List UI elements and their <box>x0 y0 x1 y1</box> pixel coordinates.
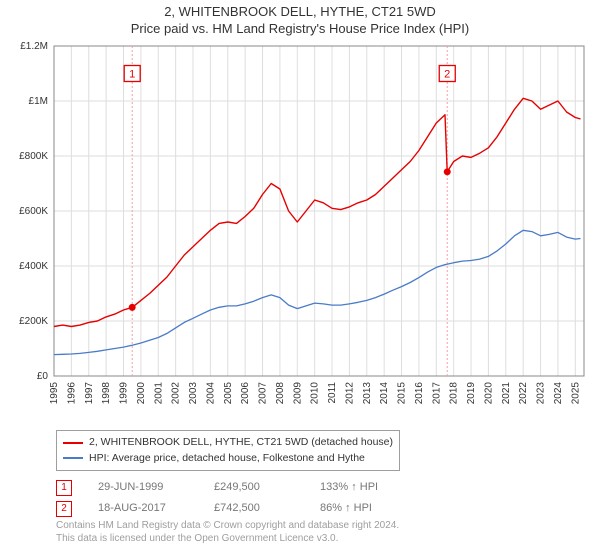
legend-label-hpi: HPI: Average price, detached house, Folk… <box>89 451 365 467</box>
svg-text:1996: 1996 <box>66 381 77 404</box>
svg-text:2021: 2021 <box>501 381 512 404</box>
svg-text:2002: 2002 <box>171 381 182 404</box>
svg-text:2011: 2011 <box>327 381 338 403</box>
svg-text:2020: 2020 <box>483 381 494 404</box>
svg-text:£200K: £200K <box>19 316 48 327</box>
sale-price-1: £249,500 <box>214 477 294 498</box>
sale-date-1: 29-JUN-1999 <box>98 477 188 498</box>
svg-text:1: 1 <box>129 68 135 80</box>
svg-text:2007: 2007 <box>258 381 269 404</box>
svg-text:£600K: £600K <box>19 206 48 217</box>
svg-text:1995: 1995 <box>49 381 60 404</box>
chart-container: 2, WHITENBROOK DELL, HYTHE, CT21 5WD Pri… <box>0 0 600 560</box>
svg-text:1998: 1998 <box>101 381 112 404</box>
legend-row-2: HPI: Average price, detached house, Folk… <box>63 451 393 467</box>
svg-text:2005: 2005 <box>223 381 234 404</box>
sale-row-2: 2 18-AUG-2017 £742,500 86% ↑ HPI <box>56 498 592 519</box>
svg-text:2014: 2014 <box>379 381 390 404</box>
svg-text:2025: 2025 <box>570 381 581 404</box>
svg-text:2018: 2018 <box>449 381 460 404</box>
title-line-1: 2, WHITENBROOK DELL, HYTHE, CT21 5WD <box>8 4 592 21</box>
sale-pct-2: 86% ↑ HPI <box>320 498 372 519</box>
sales-table: 1 29-JUN-1999 £249,500 133% ↑ HPI 2 18-A… <box>56 477 592 519</box>
svg-text:2022: 2022 <box>518 381 529 404</box>
legend-row-1: 2, WHITENBROOK DELL, HYTHE, CT21 5WD (de… <box>63 435 393 451</box>
chart-area: £0 £200K £400K £600K £800K £1M £1.2M 1995 1996 19… <box>8 38 592 426</box>
sale-date-2: 18-AUG-2017 <box>98 498 188 519</box>
title-line-2: Price paid vs. HM Land Registry's House … <box>8 21 592 38</box>
sale-price-2: £742,500 <box>214 498 294 519</box>
svg-text:2010: 2010 <box>310 381 321 404</box>
chart-title: 2, WHITENBROOK DELL, HYTHE, CT21 5WD Pri… <box>8 4 592 38</box>
svg-text:£1.2M: £1.2M <box>20 41 48 52</box>
svg-text:2: 2 <box>444 68 450 80</box>
footer: Contains HM Land Registry data © Crown c… <box>56 519 592 545</box>
footer-line-2: This data is licensed under the Open Gov… <box>56 532 592 545</box>
svg-text:2024: 2024 <box>553 381 564 404</box>
footer-line-1: Contains HM Land Registry data © Crown c… <box>56 519 592 532</box>
sale-pct-1: 133% ↑ HPI <box>320 477 378 498</box>
legend-swatch-price <box>63 442 83 444</box>
svg-text:£400K: £400K <box>19 261 48 272</box>
svg-text:£1M: £1M <box>29 96 48 107</box>
sale-row-1: 1 29-JUN-1999 £249,500 133% ↑ HPI <box>56 477 592 498</box>
svg-text:2004: 2004 <box>205 381 216 404</box>
legend-box: 2, WHITENBROOK DELL, HYTHE, CT21 5WD (de… <box>56 430 400 472</box>
svg-text:2015: 2015 <box>397 381 408 404</box>
sale-marker-1: 1 <box>56 480 72 496</box>
svg-text:2017: 2017 <box>431 381 442 404</box>
svg-text:£800K: £800K <box>19 151 48 162</box>
svg-text:2008: 2008 <box>275 381 286 404</box>
chart-svg: £0 £200K £400K £600K £800K £1M £1.2M 1995 1996 19… <box>8 38 592 426</box>
svg-text:2019: 2019 <box>466 381 477 404</box>
svg-text:2012: 2012 <box>344 381 355 404</box>
svg-text:£0: £0 <box>37 371 49 382</box>
legend-swatch-hpi <box>63 457 83 459</box>
svg-text:2023: 2023 <box>536 381 547 404</box>
svg-text:2001: 2001 <box>153 381 164 404</box>
svg-text:1997: 1997 <box>84 381 95 404</box>
svg-text:2003: 2003 <box>188 381 199 404</box>
svg-text:2006: 2006 <box>240 381 251 404</box>
svg-text:2016: 2016 <box>414 381 425 404</box>
svg-text:1999: 1999 <box>119 381 130 404</box>
sale-marker-2: 2 <box>56 501 72 517</box>
svg-text:2013: 2013 <box>362 381 373 404</box>
svg-text:2009: 2009 <box>292 381 303 404</box>
legend-label-price: 2, WHITENBROOK DELL, HYTHE, CT21 5WD (de… <box>89 435 393 451</box>
svg-text:2000: 2000 <box>136 381 147 404</box>
